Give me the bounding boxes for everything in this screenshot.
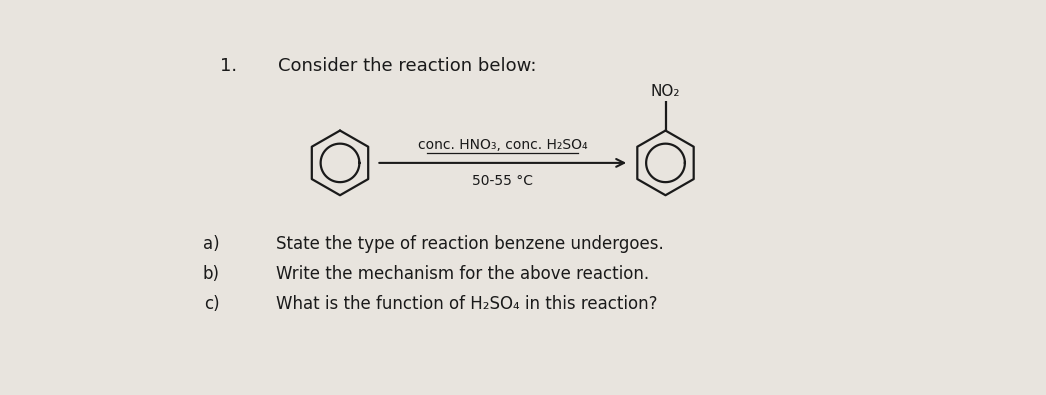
Text: Write the mechanism for the above reaction.: Write the mechanism for the above reacti… (276, 265, 650, 282)
Text: State the type of reaction benzene undergoes.: State the type of reaction benzene under… (276, 235, 664, 252)
Text: 50-55 °C: 50-55 °C (472, 174, 533, 188)
Text: NO₂: NO₂ (651, 84, 680, 99)
Text: Consider the reaction below:: Consider the reaction below: (278, 57, 537, 75)
Text: b): b) (203, 265, 220, 282)
Text: 1.: 1. (220, 57, 237, 75)
Text: What is the function of H₂SO₄ in this reaction?: What is the function of H₂SO₄ in this re… (276, 295, 658, 312)
Text: c): c) (204, 295, 220, 312)
Text: conc. HNO₃, conc. H₂SO₄: conc. HNO₃, conc. H₂SO₄ (418, 138, 588, 152)
Text: a): a) (203, 235, 220, 252)
